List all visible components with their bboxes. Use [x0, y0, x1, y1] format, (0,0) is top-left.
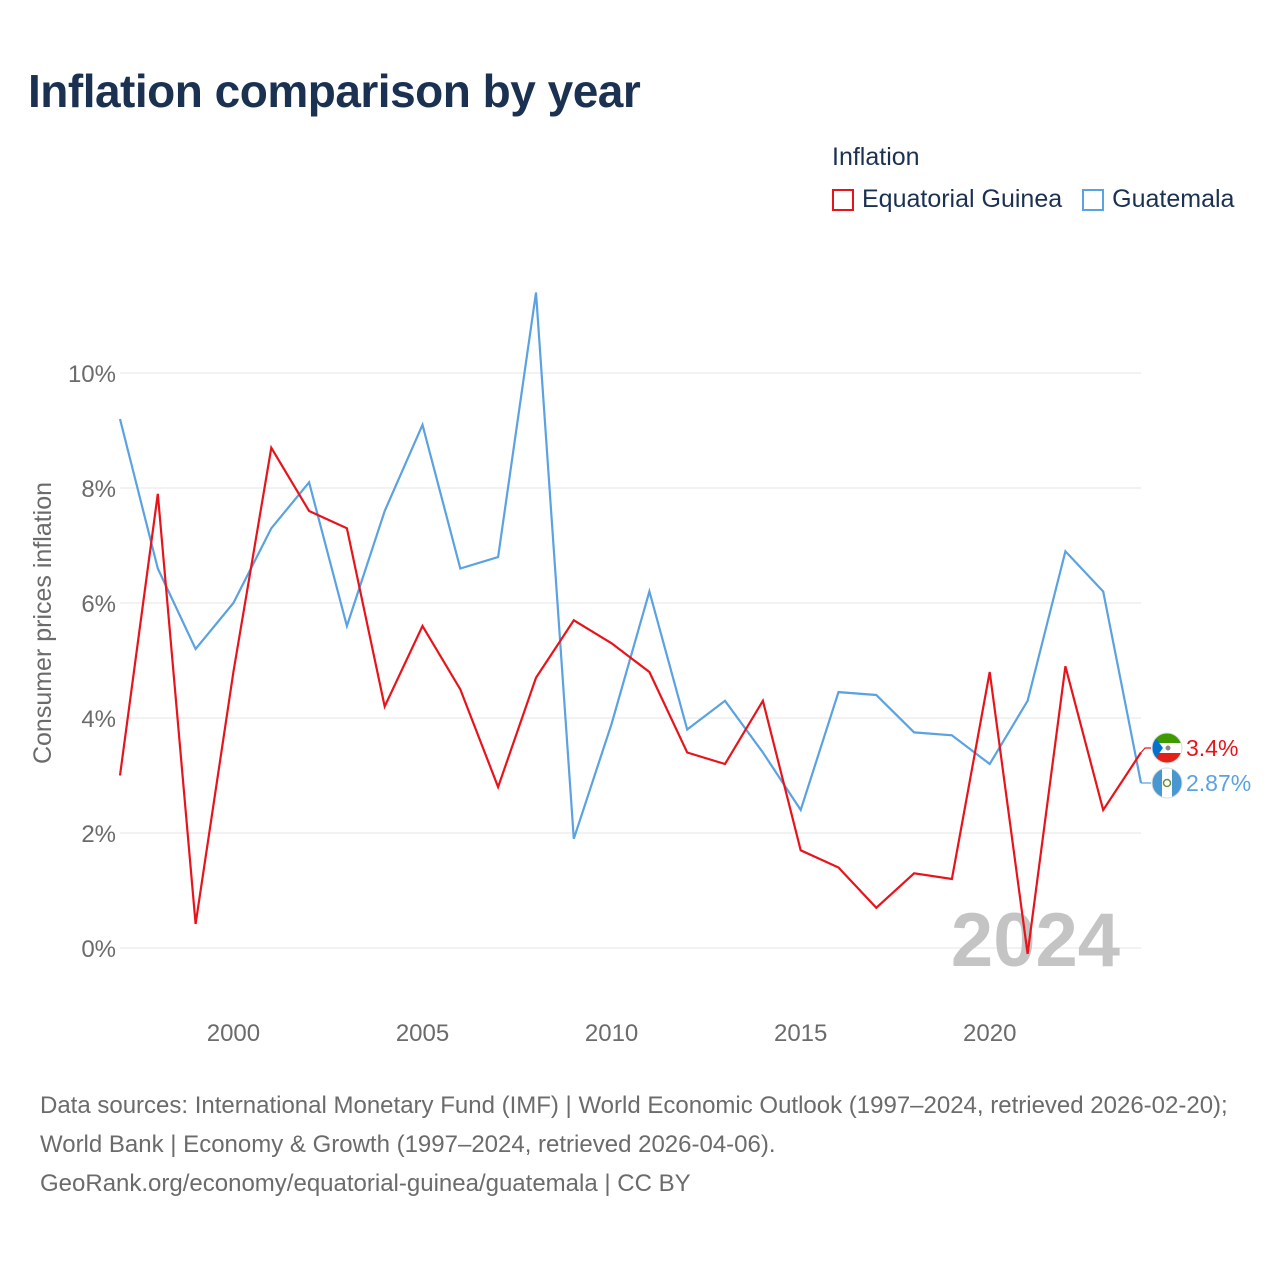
footer: Data sources: International Monetary Fun… — [40, 1086, 1250, 1203]
legend-swatch-equatorial-guinea — [832, 188, 854, 211]
x-tick-label: 2020 — [963, 1020, 1016, 1047]
legend-swatch-guatemala — [1082, 188, 1105, 211]
series-line-equatorial-guinea — [118, 444, 1142, 954]
chart-title: Inflation comparison by year — [28, 65, 641, 117]
footer-credit[interactable]: GeoRank.org/economy/equatorial-guinea/gu… — [40, 1170, 691, 1197]
series-line-guatemala — [118, 292, 1143, 840]
legend-label-guatemala: Guatemala — [1112, 185, 1235, 213]
y-tick-label: 6% — [81, 591, 116, 618]
legend-item-equatorial-guinea[interactable]: Equatorial Guinea — [832, 185, 1062, 214]
series-group — [118, 292, 1151, 954]
legend-item-guatemala[interactable]: Guatemala — [1082, 185, 1234, 214]
legend: Equatorial Guinea Guatemala — [832, 185, 1254, 214]
y-axis: 0% 2% 4% 6% 8% 10% — [68, 361, 116, 963]
footer-sources: Data sources: International Monetary Fun… — [40, 1092, 1228, 1158]
x-tick-label: 2005 — [396, 1020, 449, 1047]
x-tick-label: 2010 — [585, 1020, 638, 1047]
year-watermark: 2024 — [951, 898, 1120, 983]
equatorial-guinea-flag-icon — [1152, 733, 1182, 763]
grid — [120, 372, 1141, 949]
guatemala-flag-icon — [1152, 768, 1182, 798]
connector-equatorial-guinea — [1140, 747, 1151, 753]
y-tick-label: 4% — [81, 706, 116, 733]
line-chart: 0% 2% 4% 6% 8% 10% 2000 2005 2010 2015 2020 Consu… — [29, 292, 1251, 1047]
y-tick-label: 2% — [81, 821, 116, 848]
x-axis: 2000 2005 2010 2015 2020 — [207, 1020, 1017, 1047]
y-tick-label: 10% — [68, 361, 116, 388]
end-label-equatorial-guinea: 3.4% — [1186, 735, 1238, 761]
end-label-guatemala: 2.87% — [1186, 770, 1251, 796]
y-tick-label: 0% — [81, 936, 116, 963]
y-tick-label: 8% — [81, 476, 116, 503]
legend-title: Inflation — [832, 143, 920, 171]
x-tick-label: 2015 — [774, 1020, 827, 1047]
x-tick-label: 2000 — [207, 1020, 260, 1047]
y-axis-label: Consumer prices inflation — [29, 482, 57, 764]
legend-label-equatorial-guinea: Equatorial Guinea — [862, 185, 1063, 213]
